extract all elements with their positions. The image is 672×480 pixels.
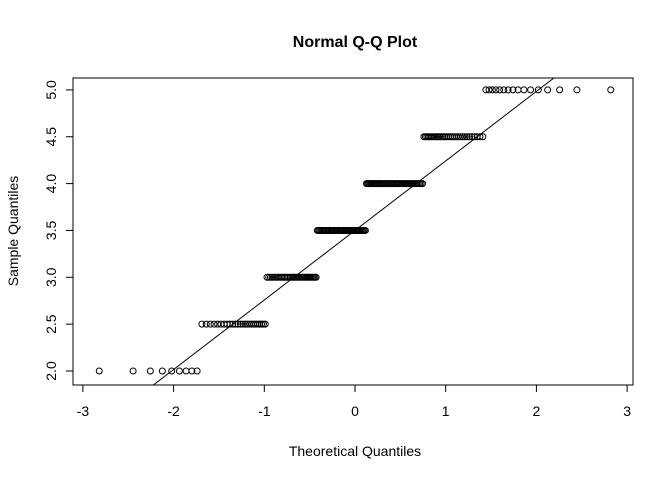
x-tick-label: 2 [533,403,541,419]
data-point [241,320,249,328]
data-point [482,86,490,94]
data-point [534,86,542,94]
data-point [261,320,269,328]
data-point [573,86,581,94]
data-point [188,367,196,375]
x-axis: -3 -2 -1 0 1 2 3 [77,384,631,419]
data-point [146,367,154,375]
y-tick-label: 4.5 [43,127,59,147]
x-tick-label: -2 [167,403,180,419]
y-tick-label: 2.5 [43,314,59,334]
data-point [556,86,564,94]
data-point [509,86,517,94]
qq-line [153,77,555,386]
data-point [182,367,190,375]
x-tick-label: -1 [258,403,271,419]
data-point [485,86,493,94]
data-point [312,273,320,281]
x-tick-label: 3 [623,403,631,419]
data-point [459,133,467,141]
data-point [198,320,206,328]
data-point [193,367,201,375]
data-point [461,133,469,141]
y-axis-label: Sample Quantiles [5,176,21,287]
points [95,86,615,375]
data-point [479,133,487,141]
y-tick-label: 4.0 [43,174,59,194]
data-point [500,86,508,94]
data-point [168,367,176,375]
data-point [234,320,242,328]
y-tick-label: 2.0 [43,361,59,381]
data-point [361,226,369,234]
data-point [520,86,528,94]
data-point [496,86,504,94]
data-point [607,86,615,94]
data-point [214,320,222,328]
y-axis: 2.0 2.5 3.0 3.5 4.0 4.5 5.0 [43,80,74,381]
data-point [258,320,266,328]
data-point [419,180,427,188]
data-point [229,320,237,328]
data-point [466,133,474,141]
data-point [504,86,512,94]
data-point [492,86,500,94]
x-tick-label: 0 [351,403,359,419]
data-point [236,320,244,328]
data-point [206,320,214,328]
y-tick-label: 3.0 [43,267,59,287]
data-point [456,133,464,141]
data-point [468,133,476,141]
data-point [210,320,218,328]
data-point [463,133,471,141]
data-point [239,320,247,328]
x-axis-label: Theoretical Quantiles [289,443,421,459]
data-point [544,86,552,94]
data-point [527,86,535,94]
chart-title: Normal Q-Q Plot [293,34,418,51]
data-point [95,367,103,375]
x-tick-label: -3 [77,403,90,419]
x-tick-label: 1 [442,403,450,419]
data-point [202,320,210,328]
data-point [488,86,496,94]
data-point [129,367,137,375]
data-point [175,367,183,375]
y-tick-label: 3.5 [43,221,59,241]
y-tick-label: 5.0 [43,80,59,100]
data-point [454,133,462,141]
data-point [158,367,166,375]
